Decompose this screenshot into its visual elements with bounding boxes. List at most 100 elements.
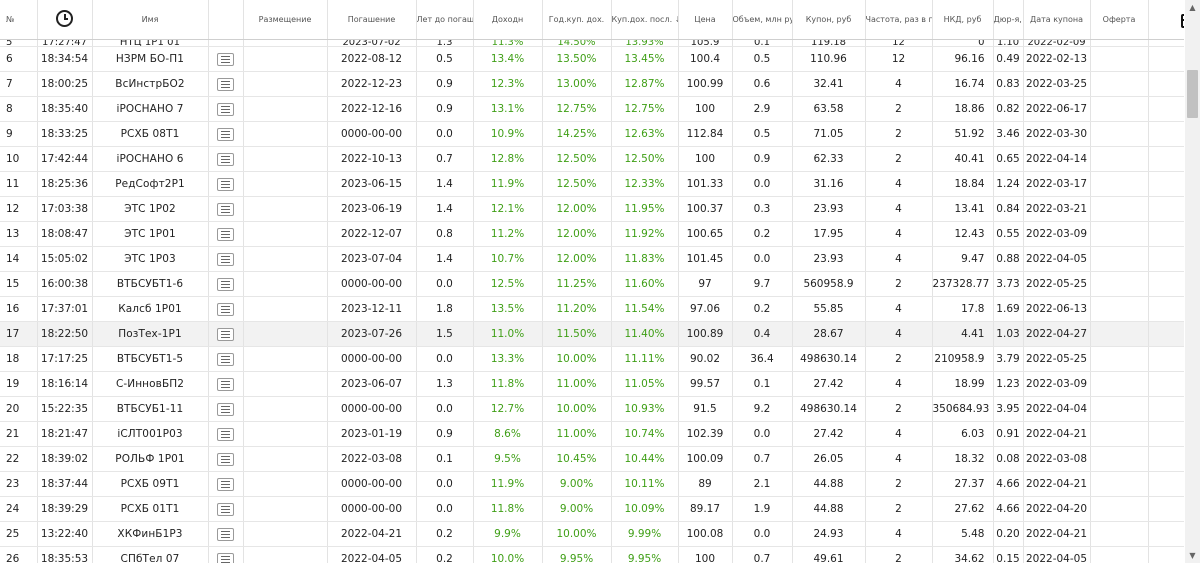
- cell-doc[interactable]: [208, 546, 244, 563]
- document-icon[interactable]: [217, 252, 234, 266]
- document-icon[interactable]: [217, 127, 234, 141]
- add-to-portfolio-button[interactable]: +: [1148, 271, 1184, 297]
- cell-doc[interactable]: [208, 121, 244, 147]
- col-header-years-to-maturity[interactable]: Лет до погаш.: [416, 0, 474, 40]
- table-row[interactable]: 10 17:42:44 iРОСНАНО 6 2022-10-13 0.7 12.8% 12…: [0, 146, 1184, 172]
- col-header-price[interactable]: Цена: [678, 0, 733, 40]
- col-header-maturity[interactable]: Погашение: [327, 0, 417, 40]
- add-to-portfolio-button[interactable]: +: [1148, 171, 1184, 197]
- cell-doc[interactable]: [208, 71, 244, 97]
- table-row[interactable]: 21 18:21:47 iСЛТ001Р03 2023-01-19 0.9 8.6% 11.…: [0, 421, 1184, 447]
- cell-doc[interactable]: [208, 521, 244, 547]
- cell-name[interactable]: ЭТС 1Р03: [92, 246, 209, 272]
- cell-name[interactable]: iРОСНАНО 7: [92, 96, 209, 122]
- cell-doc[interactable]: [208, 321, 244, 347]
- add-to-portfolio-button[interactable]: +: [1148, 421, 1184, 447]
- document-icon[interactable]: [217, 202, 234, 216]
- table-row[interactable]: 26 18:35:53 СПбТел 07 2022-04-05 0.2 10.0% 9.9…: [0, 546, 1184, 563]
- add-to-portfolio-button[interactable]: +: [1148, 446, 1184, 472]
- document-icon[interactable]: [217, 152, 234, 166]
- cell-doc[interactable]: [208, 346, 244, 372]
- cell-name[interactable]: РСХБ 09Т1: [92, 471, 209, 497]
- add-to-portfolio-button[interactable]: +: [1148, 396, 1184, 422]
- col-header-portfolio[interactable]: [1148, 0, 1184, 40]
- document-icon[interactable]: [217, 177, 234, 191]
- cell-doc[interactable]: [208, 46, 244, 72]
- cell-name[interactable]: Калсб 1Р01: [92, 296, 209, 322]
- cell-name[interactable]: НЗРМ БО-П1: [92, 46, 209, 72]
- document-icon[interactable]: [217, 402, 234, 416]
- col-header-offer[interactable]: Оферта: [1090, 0, 1149, 40]
- cell-doc[interactable]: [208, 146, 244, 172]
- scroll-up-arrow-icon[interactable]: ▲: [1189, 3, 1196, 12]
- cell-doc[interactable]: [208, 421, 244, 447]
- vertical-scrollbar[interactable]: ▲ ▼: [1185, 0, 1200, 563]
- cell-doc[interactable]: [208, 246, 244, 272]
- table-row[interactable]: 13 18:08:47 ЭТС 1Р01 2022-12-07 0.8 11.2% 12.0…: [0, 221, 1184, 247]
- cell-doc[interactable]: [208, 396, 244, 422]
- table-row[interactable]: 7 18:00:25 ВсИнстрБО2 2022-12-23 0.9 12.3% 13.…: [0, 71, 1184, 97]
- table-row[interactable]: 18 17:17:25 ВТБСУБТ1-5 0000-00-00 0.0 13.3% 10…: [0, 346, 1184, 372]
- cell-doc[interactable]: [208, 221, 244, 247]
- cell-name[interactable]: ПозТех-1Р1: [92, 321, 209, 347]
- add-to-portfolio-button[interactable]: +: [1148, 121, 1184, 147]
- table-row[interactable]: 20 15:22:35 ВТБСУБ1-11 0000-00-00 0.0 12.7% 10…: [0, 396, 1184, 422]
- table-row[interactable]: 16 17:37:01 Калсб 1Р01 2023-12-11 1.8 13.5% 11…: [0, 296, 1184, 322]
- add-to-portfolio-button[interactable]: +: [1148, 39, 1184, 47]
- table-row[interactable]: 19 18:16:14 С-ИнновБП2 2023-06-07 1.3 11.8% 11…: [0, 371, 1184, 397]
- table-row[interactable]: 8 18:35:40 iРОСНАНО 7 2022-12-16 0.9 13.1% 12.…: [0, 96, 1184, 122]
- col-header-yield[interactable]: Доходн: [473, 0, 543, 40]
- cell-name[interactable]: ВсИнстрБО2: [92, 71, 209, 97]
- document-icon[interactable]: [217, 102, 234, 116]
- table-row[interactable]: 15 16:00:38 ВТБСУБТ1-6 0000-00-00 0.0 12.5% 11…: [0, 271, 1184, 297]
- cell-name[interactable]: НТЦ 1Р1 01: [92, 39, 209, 47]
- col-header-annual-coupon-yield[interactable]: Год.куп. дох.: [542, 0, 612, 40]
- table-row[interactable]: 12 17:03:38 ЭТС 1Р02 2023-06-19 1.4 12.1% 12.0…: [0, 196, 1184, 222]
- scrollbar-thumb[interactable]: [1187, 70, 1198, 118]
- document-icon[interactable]: [217, 552, 234, 563]
- add-to-portfolio-button[interactable]: +: [1148, 46, 1184, 72]
- document-icon[interactable]: [217, 427, 234, 441]
- cell-name[interactable]: ВТБСУБ1-11: [92, 396, 209, 422]
- add-to-portfolio-button[interactable]: +: [1148, 371, 1184, 397]
- add-to-portfolio-button[interactable]: +: [1148, 146, 1184, 172]
- cell-name[interactable]: РОЛЬФ 1Р01: [92, 446, 209, 472]
- document-icon[interactable]: [217, 352, 234, 366]
- document-icon[interactable]: [217, 77, 234, 91]
- cell-doc[interactable]: [208, 39, 244, 47]
- add-to-portfolio-button[interactable]: +: [1148, 346, 1184, 372]
- col-header-name[interactable]: Имя: [92, 0, 209, 40]
- col-header-volume[interactable]: Объем, млн руб: [732, 0, 793, 40]
- cell-name[interactable]: iРОСНАНО 6: [92, 146, 209, 172]
- add-to-portfolio-button[interactable]: +: [1148, 321, 1184, 347]
- col-header-frequency[interactable]: Частота, раз в год: [865, 0, 933, 40]
- cell-doc[interactable]: [208, 96, 244, 122]
- table-row[interactable]: 17 18:22:50 ПозТех-1Р1 2023-07-26 1.5 11.0% 11…: [0, 321, 1184, 347]
- scroll-down-arrow-icon[interactable]: ▼: [1189, 551, 1196, 560]
- cell-doc[interactable]: [208, 371, 244, 397]
- add-to-portfolio-button[interactable]: +: [1148, 521, 1184, 547]
- document-icon[interactable]: [217, 477, 234, 491]
- cell-doc[interactable]: [208, 296, 244, 322]
- add-to-portfolio-button[interactable]: +: [1148, 296, 1184, 322]
- add-to-portfolio-button[interactable]: +: [1148, 471, 1184, 497]
- cell-doc[interactable]: [208, 271, 244, 297]
- document-icon[interactable]: [217, 327, 234, 341]
- cell-name[interactable]: РедСофт2Р1: [92, 171, 209, 197]
- add-to-portfolio-button[interactable]: +: [1148, 496, 1184, 522]
- add-to-portfolio-button[interactable]: +: [1148, 71, 1184, 97]
- cell-name[interactable]: ХКФинБ1Р3: [92, 521, 209, 547]
- add-to-portfolio-button[interactable]: +: [1148, 546, 1184, 563]
- cell-doc[interactable]: [208, 196, 244, 222]
- col-header-coupon-date[interactable]: Дата купона: [1023, 0, 1091, 40]
- table-row[interactable]: 22 18:39:02 РОЛЬФ 1Р01 2022-03-08 0.1 9.5% 10.…: [0, 446, 1184, 472]
- table-row[interactable]: 14 15:05:02 ЭТС 1Р03 2023-07-04 1.4 10.7% 12.0…: [0, 246, 1184, 272]
- col-header-number[interactable]: №: [0, 0, 38, 40]
- add-to-portfolio-button[interactable]: +: [1148, 221, 1184, 247]
- cell-name[interactable]: СПбТел 07: [92, 546, 209, 563]
- document-icon[interactable]: [217, 452, 234, 466]
- cell-name[interactable]: ЭТС 1Р02: [92, 196, 209, 222]
- document-icon[interactable]: [217, 377, 234, 391]
- table-row[interactable]: 11 18:25:36 РедСофт2Р1 2023-06-15 1.4 11.9% 12…: [0, 171, 1184, 197]
- cell-name[interactable]: ВТБСУБТ1-6: [92, 271, 209, 297]
